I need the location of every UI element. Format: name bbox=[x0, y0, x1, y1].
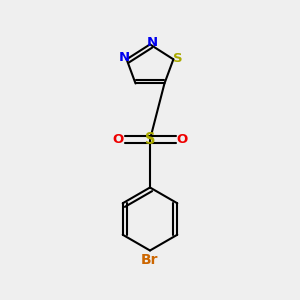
Text: O: O bbox=[176, 133, 188, 146]
Text: S: S bbox=[173, 52, 183, 65]
Text: Br: Br bbox=[141, 253, 159, 267]
Text: O: O bbox=[112, 133, 124, 146]
Text: N: N bbox=[118, 51, 130, 64]
Text: S: S bbox=[145, 132, 155, 147]
Text: N: N bbox=[147, 36, 158, 49]
